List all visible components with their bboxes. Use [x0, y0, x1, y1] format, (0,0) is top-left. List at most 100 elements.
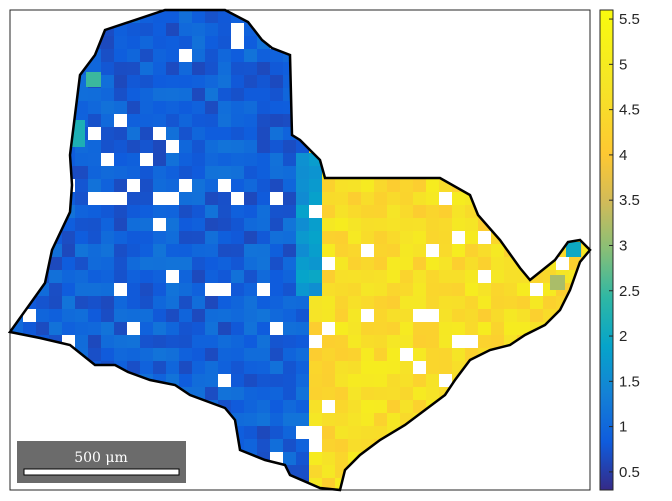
heatmap-cell: [205, 309, 218, 322]
heatmap-cell: [452, 192, 465, 205]
heatmap-cell: [348, 296, 361, 309]
heatmap-cell: [166, 179, 179, 192]
heatmap-cell: [335, 348, 348, 361]
heatmap-cell: [75, 153, 88, 166]
heatmap-cell: [101, 75, 114, 88]
heatmap-cell: [322, 426, 335, 439]
heatmap-cell: [400, 322, 413, 335]
heatmap-cell: [348, 322, 361, 335]
heatmap-cell: [270, 283, 283, 296]
heatmap-cell: [400, 205, 413, 218]
heatmap-cell: [504, 322, 517, 335]
heatmap-cell: [348, 335, 361, 348]
heatmap-cell: [127, 361, 140, 374]
heatmap-cell: [218, 114, 231, 127]
heatmap-cell: [400, 335, 413, 348]
heatmap-cell: [270, 231, 283, 244]
heatmap-cell: [465, 283, 478, 296]
heatmap-cell: [283, 413, 296, 426]
heatmap-cell: [231, 114, 244, 127]
heatmap-cell: [270, 88, 283, 101]
heatmap-cell: [335, 452, 348, 465]
heatmap-cell: [36, 322, 49, 335]
heatmap-cell: [322, 361, 335, 374]
heatmap-cell: [244, 127, 257, 140]
heatmap-cell: [205, 75, 218, 88]
heatmap-cell: [192, 23, 205, 36]
heatmap-cell: [75, 257, 88, 270]
heatmap-cell: [114, 296, 127, 309]
heatmap-cell: [179, 374, 192, 387]
heatmap-cell: [270, 127, 283, 140]
heatmap-cell: [504, 296, 517, 309]
heatmap-cell: [205, 361, 218, 374]
heatmap-cell: [166, 296, 179, 309]
heatmap-cell: [257, 62, 270, 75]
heatmap-cell: [205, 36, 218, 49]
heatmap-cell: [387, 257, 400, 270]
colorbar-tick-label: 2: [619, 328, 627, 345]
heatmap-cell: [439, 257, 452, 270]
heatmap-cell: [322, 218, 335, 231]
heatmap-cell: [374, 192, 387, 205]
heatmap-cell: [244, 218, 257, 231]
colorbar-tick-label: 3.5: [619, 192, 640, 209]
heatmap-cell: [192, 361, 205, 374]
heatmap-cell: [75, 192, 88, 205]
heatmap-cell: [49, 296, 62, 309]
heatmap-cell: [504, 270, 517, 283]
heatmap-cell: [140, 75, 153, 88]
heatmap-cell: [114, 62, 127, 75]
heatmap-cell: [244, 49, 257, 62]
heatmap-cell: [374, 257, 387, 270]
heatmap-cell: [192, 322, 205, 335]
heatmap-cell: [465, 257, 478, 270]
heatmap-cell: [283, 283, 296, 296]
heatmap-cell: [88, 101, 101, 114]
heatmap-cell: [179, 257, 192, 270]
heatmap-cell: [387, 400, 400, 413]
heatmap-cell: [88, 335, 101, 348]
heatmap-cell: [270, 400, 283, 413]
heatmap-cell: [205, 348, 218, 361]
heatmap-cell: [140, 270, 153, 283]
heatmap-cell: [491, 309, 504, 322]
heatmap-cell: [101, 270, 114, 283]
heatmap-cell: [192, 257, 205, 270]
heatmap-cell: [478, 309, 491, 322]
heatmap-cell: [296, 348, 309, 361]
colorbar-tick-label: 1.5: [619, 373, 640, 390]
heatmap-cell: [296, 335, 309, 348]
heatmap-cell: [166, 309, 179, 322]
heatmap-cell: [75, 322, 88, 335]
heatmap-cell: [296, 296, 309, 309]
heatmap-cell: [309, 322, 322, 335]
heatmap-cell: [192, 101, 205, 114]
heatmap-cell: [400, 387, 413, 400]
heatmap-cell: [335, 413, 348, 426]
heatmap-cell: [491, 296, 504, 309]
heatmap-cell: [140, 335, 153, 348]
heatmap-cell: [244, 231, 257, 244]
heatmap-cell: [127, 296, 140, 309]
heatmap-cell: [296, 257, 309, 270]
heatmap-cell: [140, 322, 153, 335]
heatmap-cell: [244, 179, 257, 192]
heatmap-cell: [491, 335, 504, 348]
heatmap-cell: [101, 88, 114, 101]
heatmap-cell: [140, 101, 153, 114]
heatmap-cell: [335, 387, 348, 400]
heatmap-cell: [491, 322, 504, 335]
heatmap-cell: [257, 244, 270, 257]
heatmap-notable-cell: [86, 72, 101, 87]
heatmap-cell: [244, 426, 257, 439]
heatmap-cell: [296, 361, 309, 374]
heatmap-cell: [296, 179, 309, 192]
heatmap-cell: [101, 114, 114, 127]
heatmap-cell: [348, 192, 361, 205]
heatmap-cell: [322, 205, 335, 218]
heatmap-cell: [49, 309, 62, 322]
heatmap-cell: [62, 257, 75, 270]
heatmap-cell: [153, 270, 166, 283]
heatmap-cell: [348, 205, 361, 218]
